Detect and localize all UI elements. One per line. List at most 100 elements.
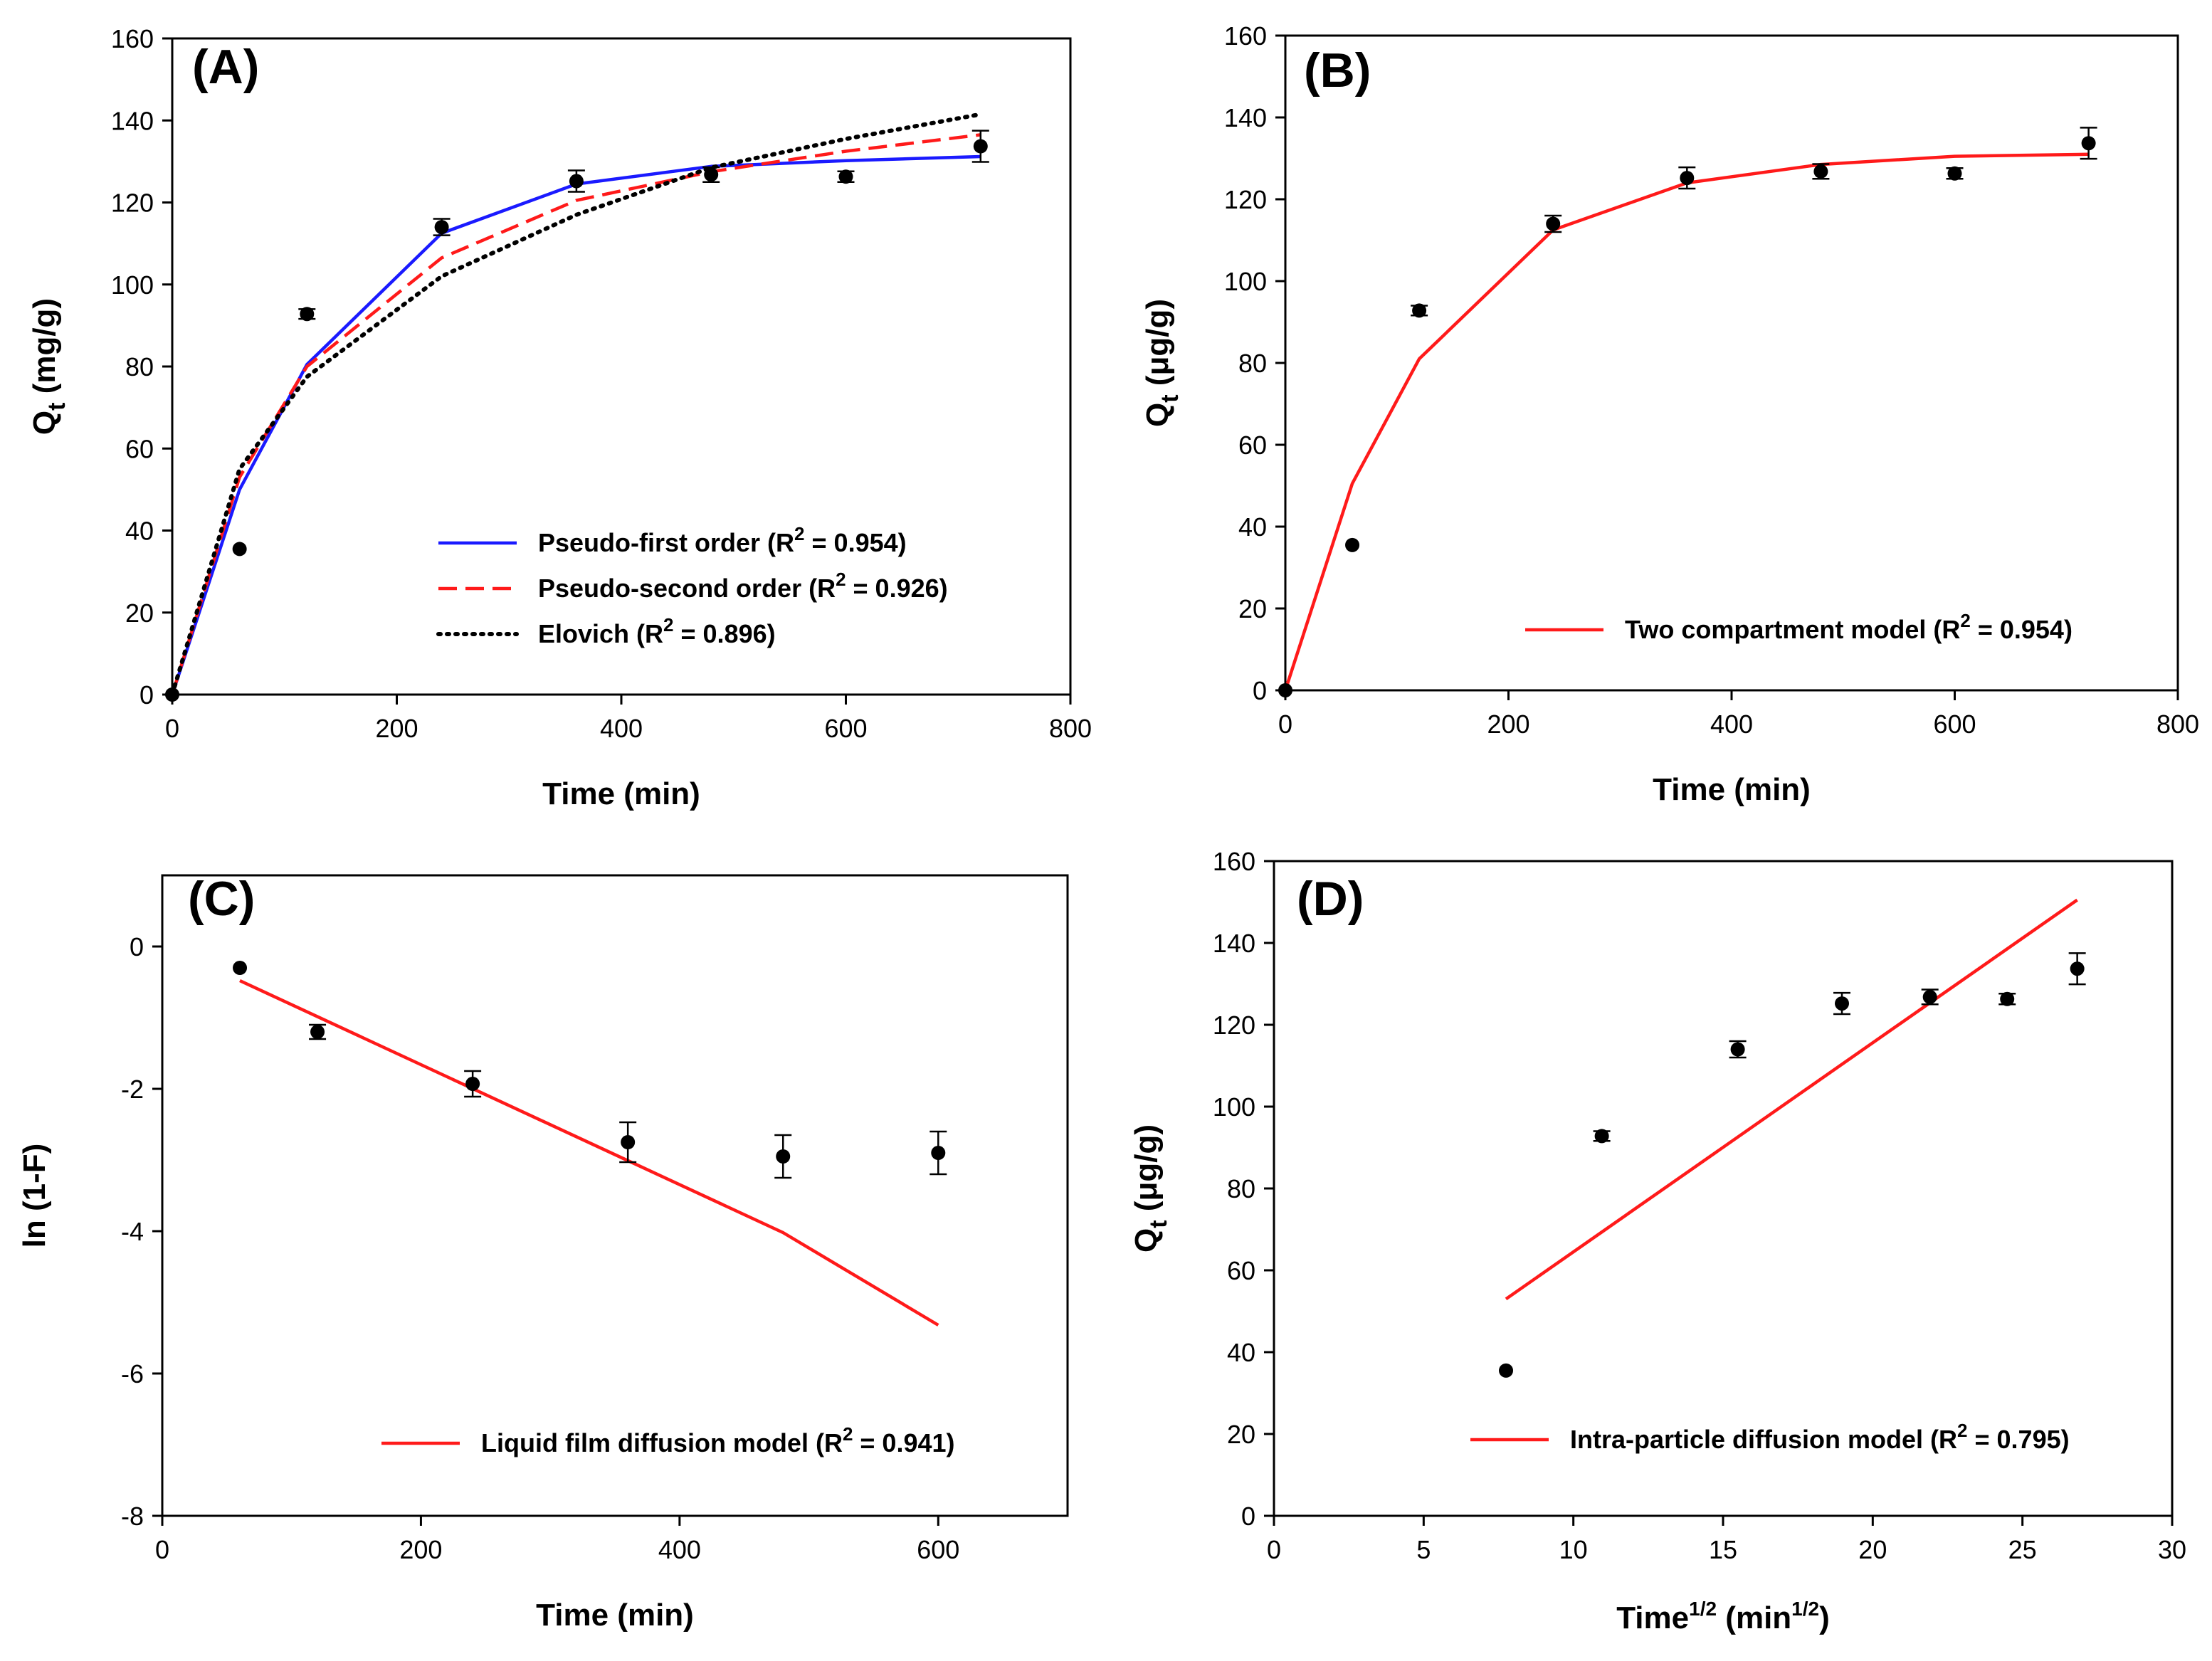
chart-panel-a: 0 200 400 600 800 0 20 40 60 80 100 120 140 160 (A) Tim…: [27, 24, 1092, 811]
plot-frame: [1284, 34, 2179, 692]
data-point: [1594, 1129, 1609, 1144]
legend-label-main: Two compartment model (R: [1625, 615, 1960, 644]
legend-label: Two compartment model (R2 = 0.954): [1625, 610, 2073, 644]
y-tick-label: 20: [1227, 1420, 1255, 1449]
y-tick-label: 60: [125, 434, 154, 463]
x-tick-label: 5: [1416, 1535, 1431, 1564]
data-point: [931, 1146, 946, 1160]
x-axis-title-mid: (min: [1717, 1601, 1791, 1635]
y-axis-title-sub: t: [1157, 394, 1184, 402]
data-point: [232, 542, 247, 557]
legend-label-tail: = 0.941): [853, 1428, 954, 1457]
series-line: [170, 112, 983, 697]
legend-label: Pseudo-second order (R2 = 0.926): [538, 569, 948, 603]
y-tick-label: 40: [1227, 1338, 1255, 1367]
x-tick-label: 0: [1278, 710, 1292, 739]
x-tick-label: 800: [2156, 710, 2199, 739]
legend-label-tail: = 0.954): [805, 528, 907, 557]
y-tick-label: 100: [1213, 1092, 1255, 1122]
y-tick-label: 120: [1213, 1011, 1255, 1040]
y-tick-label: 80: [1238, 349, 1267, 378]
y-tick-label: 40: [125, 517, 154, 546]
y-axis-title-sub: t: [1145, 1220, 1172, 1228]
x-axis-title-sup: 1/2: [1689, 1598, 1717, 1620]
panel-label: (C): [188, 872, 255, 926]
x-tick-label: 200: [375, 714, 418, 743]
data-point: [776, 1149, 791, 1164]
y-axis-title-main: ln (1-F): [17, 1144, 52, 1248]
y-tick-label: -8: [121, 1502, 144, 1531]
x-tick-label: 600: [1933, 710, 1976, 739]
panel-label: (B): [1304, 43, 1371, 97]
series-line: [170, 133, 981, 695]
x-tick-label: 0: [1267, 1535, 1281, 1564]
legend-label-sup: 2: [843, 1423, 853, 1445]
legend-label-tail: = 0.926): [846, 574, 948, 603]
legend-label-sup: 2: [836, 569, 846, 590]
y-tick-label: -6: [121, 1359, 144, 1388]
data-point: [2000, 991, 2015, 1006]
y-tick-label: 100: [1224, 267, 1267, 296]
data-point: [569, 174, 584, 189]
y-tick-label: 0: [1241, 1502, 1255, 1531]
x-tick-label: 400: [658, 1535, 701, 1564]
y-axis-title-main: Q: [27, 411, 62, 435]
data-point: [1813, 164, 1828, 179]
data-point: [310, 1025, 325, 1039]
x-axis-title-main: Time: [1616, 1601, 1689, 1635]
x-tick-label: 25: [2008, 1535, 2037, 1564]
legend-label: Elovich (R2 = 0.896): [538, 614, 776, 648]
x-tick-label: 0: [165, 714, 179, 743]
series-line: [170, 154, 981, 695]
x-tick-label: 20: [1858, 1535, 1887, 1564]
x-axis-title: Time (min): [1653, 772, 1811, 807]
legend-label: Pseudo-first order (R2 = 0.954): [538, 523, 907, 557]
y-tick-label: 80: [125, 352, 154, 381]
x-axis-title: Time (min): [542, 776, 700, 811]
x-tick-label: 200: [1487, 710, 1529, 739]
data-point: [1546, 216, 1561, 231]
legend-label-main: Pseudo-first order (R: [538, 528, 794, 557]
x-tick-label: 15: [1709, 1535, 1737, 1564]
x-tick-label: 400: [1710, 710, 1753, 739]
data-point: [1730, 1042, 1745, 1057]
legend-label-main: Elovich (R: [538, 619, 663, 648]
y-axis-title-rest: (μg/g): [1129, 1124, 1164, 1220]
plot-frame: [161, 874, 1069, 1517]
y-tick-label: 100: [111, 270, 154, 300]
y-tick-label: 60: [1227, 1256, 1255, 1285]
legend-label: Liquid film diffusion model (R2 = 0.941): [481, 1423, 955, 1457]
chart-panel-d: 0 5 10 15 20 25 30 0 20 40 60 80 100 120 140 160 (D) Time…: [1129, 847, 2186, 1635]
y-tick-label: 120: [1224, 185, 1267, 214]
data-point: [1278, 683, 1292, 697]
data-point: [973, 139, 988, 154]
y-tick-label: 0: [130, 932, 144, 961]
legend-label-tail: = 0.896): [674, 619, 776, 648]
legend-label-sup: 2: [794, 523, 804, 544]
y-axis-title: Qt (μg/g): [1129, 1124, 1172, 1253]
legend-label-tail: = 0.954): [1971, 615, 2073, 644]
data-point: [704, 167, 719, 182]
x-tick-label: 200: [399, 1535, 442, 1564]
panel-label: (A): [192, 40, 259, 94]
x-tick-label: 400: [600, 714, 643, 743]
y-axis-title-rest: (mg/g): [27, 298, 62, 403]
data-point: [1499, 1363, 1514, 1378]
y-tick-label: 160: [111, 24, 154, 53]
data-point: [233, 961, 248, 975]
x-tick-label: 800: [1049, 714, 1092, 743]
data-point: [465, 1077, 480, 1091]
data-point: [165, 687, 179, 702]
y-axis-title: Qt (mg/g): [27, 298, 70, 435]
y-axis-title: ln (1-F): [17, 1144, 52, 1248]
y-tick-label: 40: [1238, 512, 1267, 542]
x-tick-label: 30: [2158, 1535, 2186, 1564]
chart-panel-b: 0 200 400 600 800 0 20 40 60 80 100 120 140 160 (B) Tim…: [1140, 21, 2199, 807]
y-tick-label: 60: [1238, 431, 1267, 460]
data-point: [300, 307, 315, 322]
y-tick-label: 120: [111, 189, 154, 218]
y-tick-label: -2: [121, 1075, 144, 1104]
x-tick-label: 10: [1559, 1535, 1588, 1564]
y-tick-label: 20: [125, 599, 154, 628]
y-tick-label: 0: [1253, 676, 1267, 705]
